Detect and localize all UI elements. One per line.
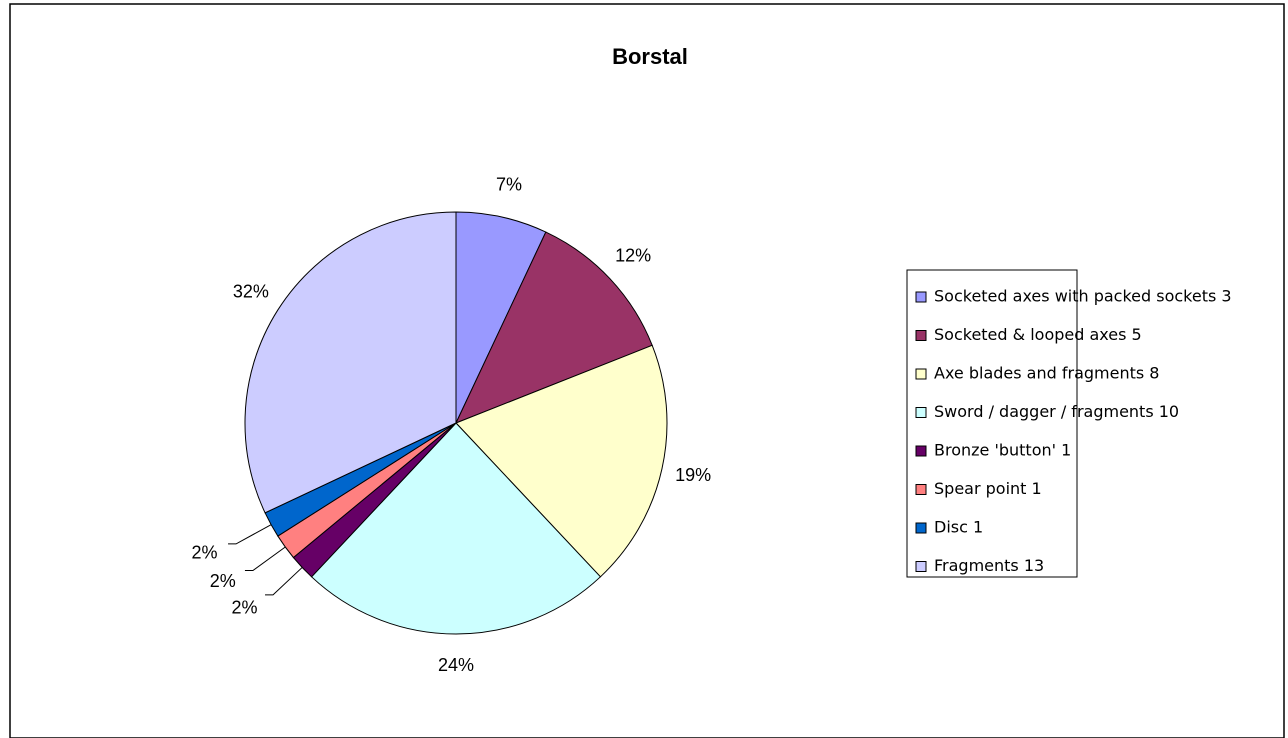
data-label: 19% (675, 465, 711, 485)
data-label: 2% (210, 571, 236, 591)
legend-swatch (915, 522, 927, 534)
leader-line (265, 567, 303, 596)
legend-swatch (915, 445, 927, 457)
legend-label: Spear point 1 (934, 479, 1042, 498)
legend-box (906, 269, 1078, 578)
data-label: 2% (231, 597, 257, 617)
legend-swatch (915, 484, 927, 495)
legend-label: Bronze 'button' 1 (934, 441, 1071, 460)
leader-line (244, 546, 286, 572)
legend-label: Socketed axes with packed sockets 3 (934, 287, 1232, 306)
pie-slice (455, 231, 653, 424)
pie-slice (244, 211, 457, 514)
legend-label: Fragments 13 (934, 556, 1044, 575)
legend-swatch (915, 330, 927, 341)
legend-label: Sword / dagger / fragments 10 (934, 402, 1179, 421)
pie-slice (310, 422, 602, 635)
legend-swatch (915, 407, 927, 418)
data-label: 7% (496, 175, 522, 195)
legend-swatch (915, 368, 927, 380)
data-label: 2% (192, 542, 218, 562)
legend-label: Disc 1 (934, 518, 983, 537)
legend-label: Axe blades and fragments 8 (934, 364, 1159, 383)
pie-slice (455, 344, 668, 578)
chart-title: Borstal (612, 44, 688, 69)
legend-label: Socketed & looped axes 5 (934, 325, 1142, 344)
data-label: 12% (615, 245, 651, 265)
data-label: 24% (438, 655, 474, 675)
data-label: 32% (233, 282, 269, 302)
leader-line (228, 524, 272, 545)
legend-swatch (915, 291, 927, 303)
legend-swatch (915, 561, 927, 572)
